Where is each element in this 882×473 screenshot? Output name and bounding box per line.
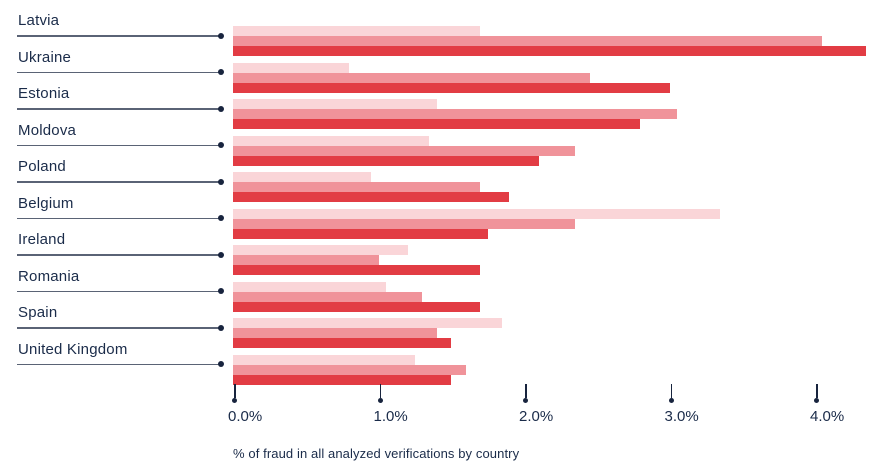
leader-line	[17, 32, 224, 39]
tick-pin-line	[525, 384, 527, 398]
leader-dot	[218, 215, 224, 222]
leader-dot	[218, 32, 224, 39]
leader-line	[17, 69, 224, 76]
x-axis-tick-label: 1.0%	[373, 408, 408, 425]
bar-series-1-light-pink	[233, 26, 481, 36]
bar-series-2-medium-pink	[233, 255, 379, 265]
leader-line	[17, 324, 224, 331]
bar-series-2-medium-pink	[233, 36, 823, 46]
tick-pin-dot	[668, 398, 674, 403]
country-row: Romania	[0, 268, 882, 314]
leader-dot	[218, 105, 224, 112]
category-label: Poland	[18, 158, 66, 175]
tick-pin-dot	[814, 398, 820, 403]
bar-series-2-medium-pink	[233, 328, 437, 338]
category-label: Spain	[18, 304, 58, 321]
country-row: Ireland	[0, 231, 882, 277]
leader-dot	[218, 178, 224, 185]
axis-caption: % of fraud in all analyzed verifications…	[233, 446, 520, 461]
bar-series-2-medium-pink	[233, 182, 481, 192]
tick-pin-line	[670, 384, 673, 398]
leader-dot	[218, 142, 224, 149]
bar-series-1-light-pink	[233, 135, 430, 146]
bar-series-2-medium-pink	[233, 145, 575, 156]
bar-series-3-red	[233, 155, 539, 166]
bar-series-1-light-pink	[233, 318, 503, 328]
bar-series-1-light-pink	[233, 281, 386, 292]
leader-line	[17, 178, 224, 185]
leader-dot	[218, 288, 224, 295]
leader-line	[17, 105, 224, 112]
bar-series-1-light-pink	[233, 245, 408, 255]
category-label: Estonia	[18, 85, 70, 102]
leader-line	[17, 361, 224, 368]
leader-dot	[218, 251, 224, 258]
country-row: Belgium	[0, 195, 882, 241]
leader-line	[17, 288, 224, 295]
bar-series-3-red	[233, 82, 670, 93]
bar-series-1-light-pink	[233, 354, 415, 365]
country-row: Ukraine	[0, 49, 882, 95]
bar-series-1-light-pink	[233, 172, 372, 182]
bar-series-3-red	[233, 46, 866, 56]
country-row: Latvia	[0, 12, 882, 58]
bar-series-3-red	[233, 265, 481, 275]
x-axis-tick-label: 4.0%	[810, 408, 845, 425]
country-row: Moldova	[0, 122, 882, 168]
leader-line	[17, 215, 224, 222]
tick-pin-line	[816, 384, 818, 398]
x-axis-tick-label: 2.0%	[519, 408, 554, 425]
tick-pin-dot	[523, 398, 529, 403]
bar-series-2-medium-pink	[233, 218, 575, 229]
category-label: Moldova	[18, 121, 77, 139]
category-label: Romania	[18, 267, 80, 285]
bar-series-3-red	[233, 301, 481, 312]
x-axis-tick-label: 3.0%	[664, 408, 699, 425]
leader-dot	[218, 324, 224, 331]
country-row: United Kingdom	[0, 341, 882, 387]
leader-dot	[218, 69, 224, 76]
category-label: Latvia	[18, 12, 60, 29]
leader-dot	[218, 361, 224, 368]
category-label: United Kingdom	[18, 340, 128, 358]
category-label: Ireland	[18, 231, 66, 248]
country-row: Poland	[0, 158, 882, 204]
bar-series-3-red	[233, 228, 488, 239]
tick-pin-dot	[232, 398, 238, 403]
x-axis-tick-label: 0.0%	[228, 408, 263, 425]
leader-line	[17, 142, 224, 149]
bar-series-3-red	[233, 192, 510, 202]
tick-pin-line	[379, 384, 382, 398]
tick-pin-dot	[377, 398, 383, 403]
bar-series-2-medium-pink	[233, 72, 590, 83]
category-label: Belgium	[18, 194, 74, 212]
bar-series-1-light-pink	[233, 208, 721, 219]
country-row: Estonia	[0, 85, 882, 131]
bar-series-3-red	[233, 338, 452, 348]
bar-series-3-red	[233, 119, 641, 129]
leader-line	[17, 251, 224, 258]
bar-series-2-medium-pink	[233, 291, 423, 302]
bar-series-3-red	[233, 374, 452, 385]
bar-series-2-medium-pink	[233, 364, 466, 375]
bar-series-1-light-pink	[233, 62, 350, 73]
tick-pin-line	[234, 384, 236, 398]
category-label: Ukraine	[18, 48, 72, 66]
bar-series-2-medium-pink	[233, 109, 677, 119]
bar-series-1-light-pink	[233, 99, 437, 109]
country-row: Spain	[0, 304, 882, 350]
